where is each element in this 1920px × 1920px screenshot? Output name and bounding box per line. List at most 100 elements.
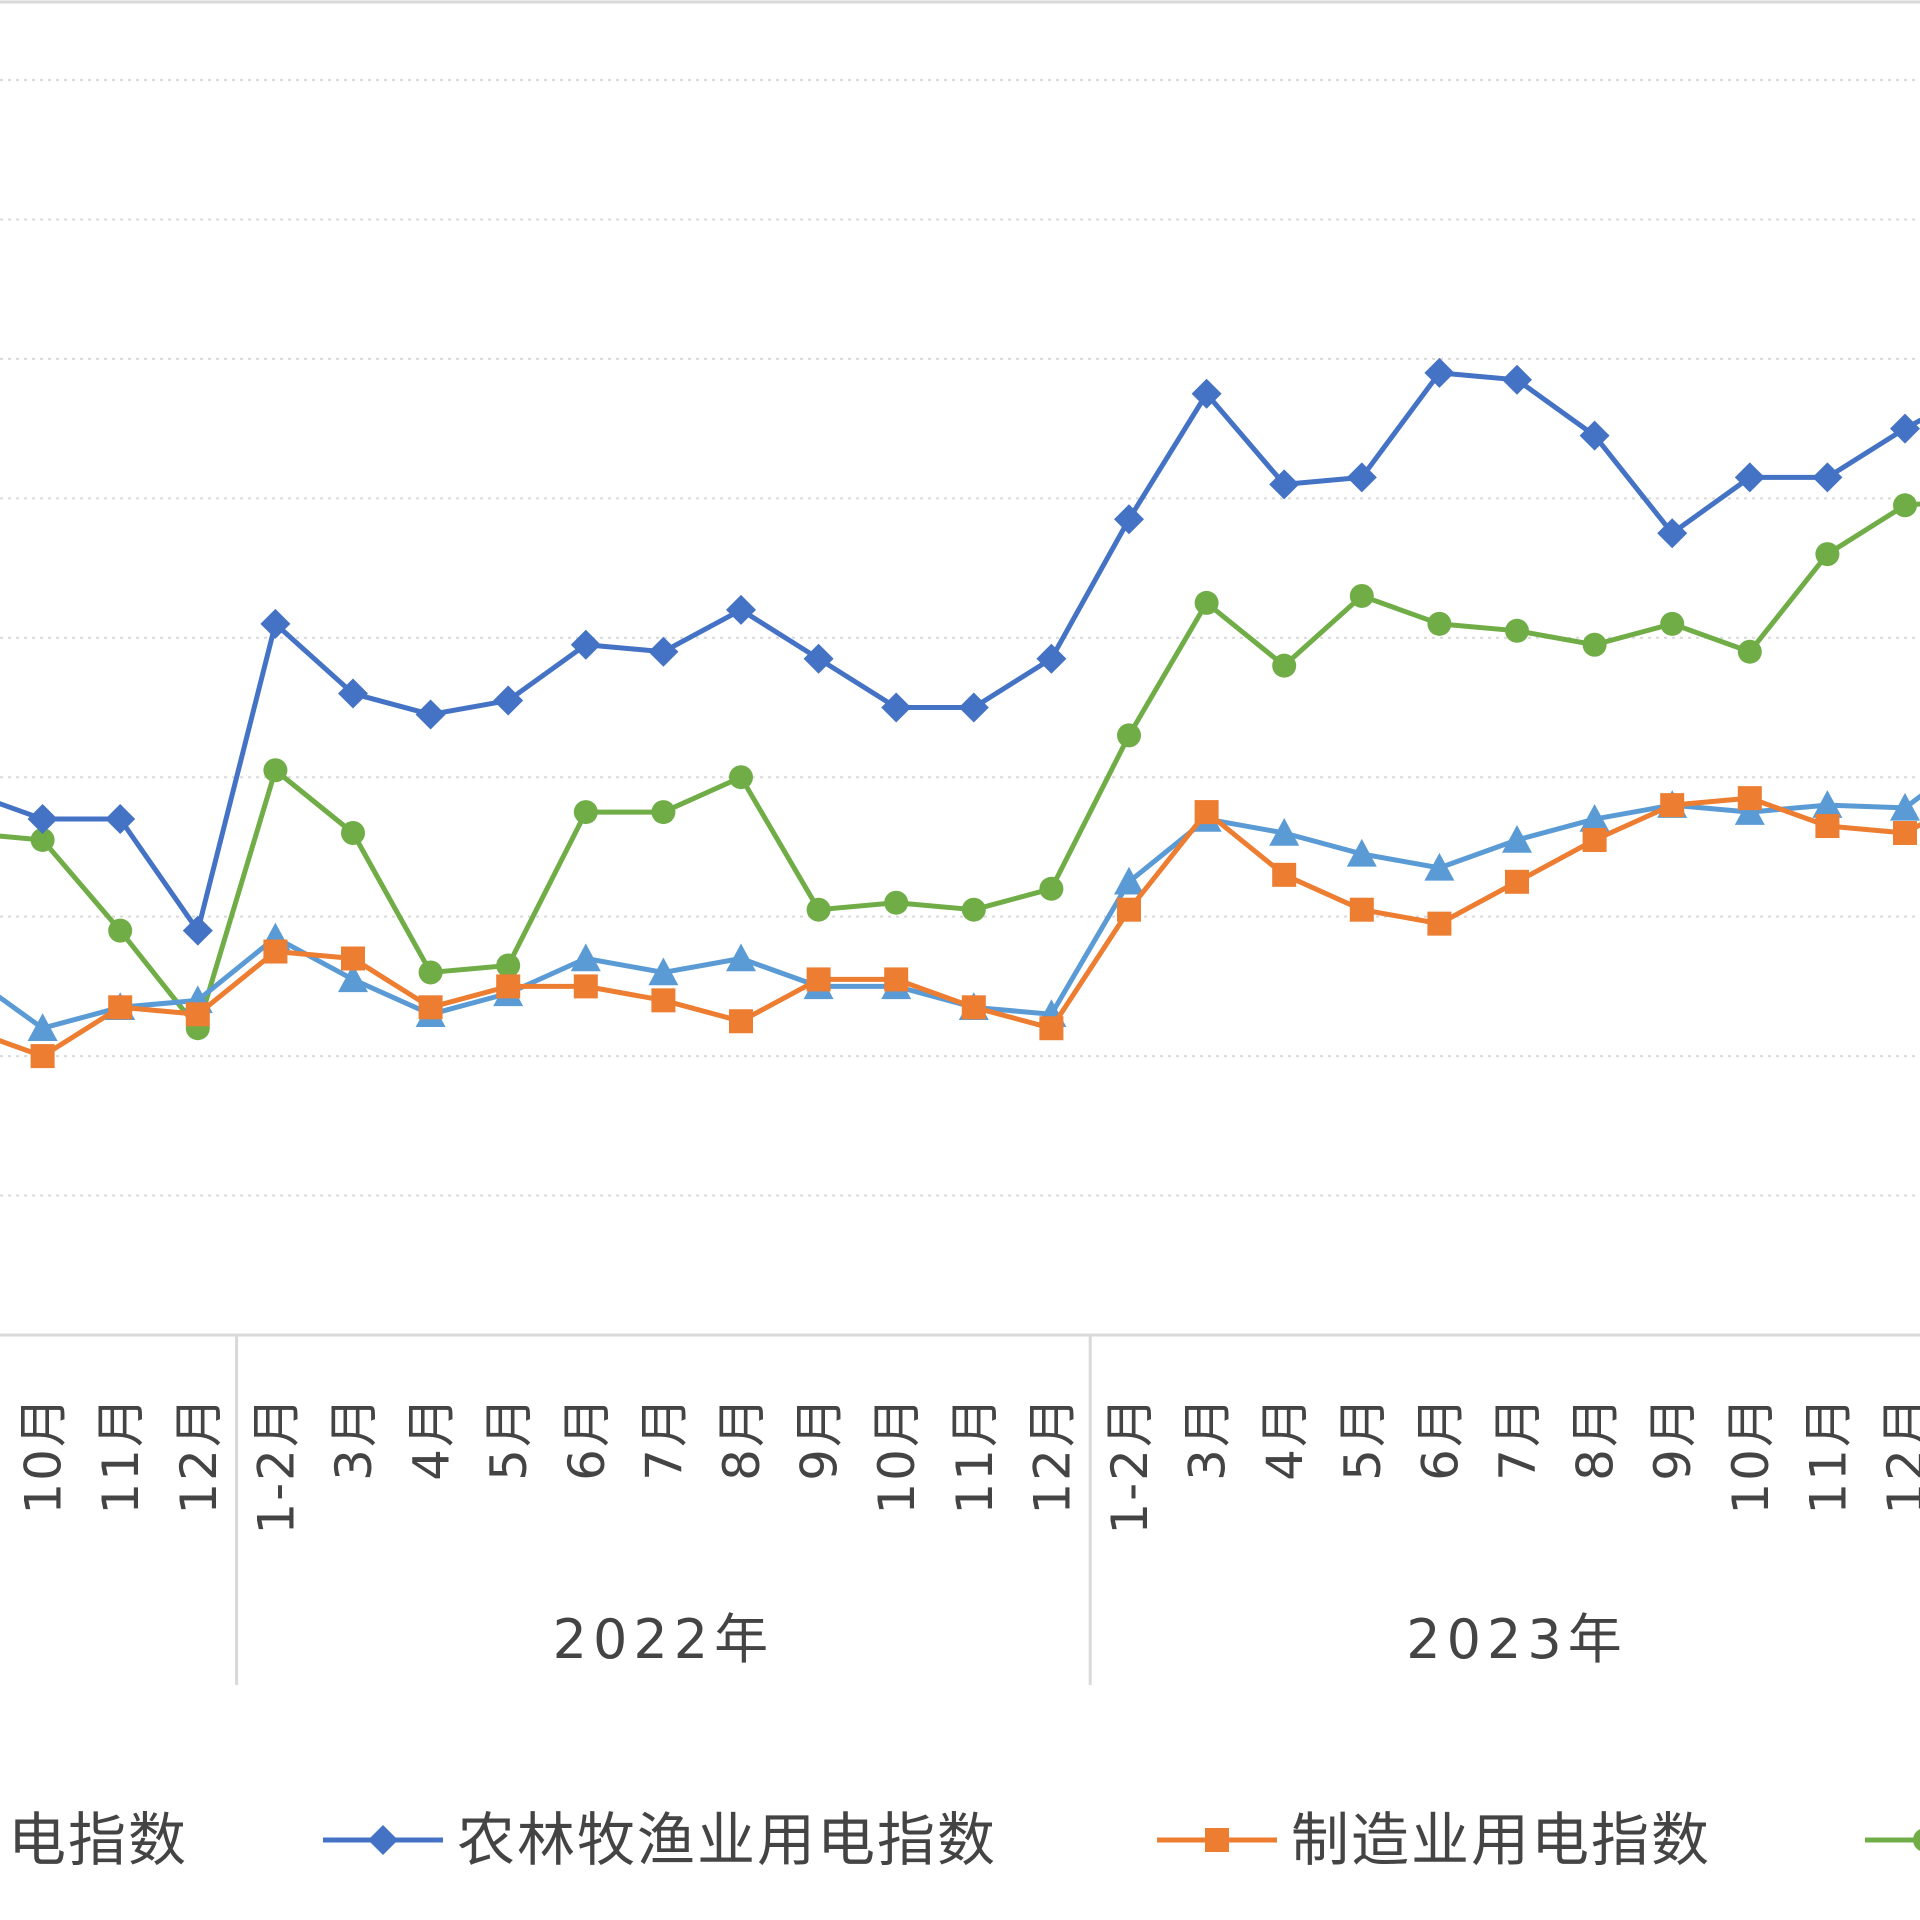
- data-point: [1812, 790, 1843, 818]
- data-point: [961, 995, 986, 1020]
- data-point: [1114, 866, 1144, 895]
- data-point: [1582, 827, 1607, 852]
- data-point: [263, 758, 288, 783]
- data-point: [648, 636, 679, 667]
- data-point: [1579, 804, 1610, 832]
- x-tick-label: 11月: [1799, 1395, 1857, 1515]
- data-point: [341, 946, 365, 971]
- data-point: [1346, 462, 1377, 493]
- legend-marker: [368, 1825, 398, 1855]
- data-point: [1890, 413, 1920, 444]
- x-tick-label: 1-2月: [247, 1395, 305, 1535]
- data-point: [1194, 590, 1219, 615]
- data-point: [415, 699, 446, 730]
- data-point: [1194, 800, 1219, 825]
- data-point: [30, 1044, 55, 1069]
- data-point: [1272, 862, 1297, 887]
- data-point: [1272, 653, 1297, 678]
- data-point: [1039, 876, 1064, 901]
- x-tick-label: 12月: [1023, 1395, 1081, 1515]
- data-point: [806, 967, 831, 992]
- legend-item: [1865, 1829, 1920, 1851]
- legend-label-partial: 电指数: [8, 1806, 188, 1874]
- data-point: [1191, 378, 1222, 409]
- data-point: [961, 897, 986, 922]
- x-tick-label: 6月: [1411, 1395, 1469, 1481]
- data-point: [570, 629, 601, 660]
- data-point: [958, 692, 989, 723]
- data-point: [1349, 897, 1374, 922]
- data-point: [182, 915, 213, 946]
- x-tick-label: 7月: [1489, 1395, 1547, 1481]
- data-point: [496, 974, 521, 999]
- x-tick-label: 7月: [635, 1395, 693, 1481]
- data-point: [1424, 852, 1455, 881]
- data-point: [185, 1002, 210, 1027]
- x-tick-label: 4月: [1256, 1395, 1314, 1481]
- data-point: [1815, 814, 1840, 839]
- data-point: [105, 804, 136, 835]
- grid: [0, 0, 1920, 1197]
- data-point: [1657, 518, 1688, 549]
- data-point: [493, 685, 524, 716]
- year-labels: 2022年 2023年: [553, 1608, 1622, 1671]
- series-农林牧渔业用电指数: [0, 357, 1920, 946]
- legend-label: 制造业用电指数: [1291, 1806, 1711, 1874]
- x-tick-label: 8月: [1567, 1395, 1625, 1481]
- data-point: [1039, 1016, 1064, 1041]
- x-tick-label: 1-2月: [1101, 1395, 1159, 1535]
- data-point: [1502, 824, 1532, 853]
- data-point: [263, 939, 288, 964]
- legend-label: 农林牧渔业用电指数: [457, 1806, 997, 1874]
- series-layer: [0, 357, 1920, 1069]
- legend-item: 农林牧渔业用电指数: [323, 1806, 997, 1874]
- data-point: [1427, 611, 1452, 636]
- x-tick-label: 5月: [480, 1395, 538, 1481]
- data-point: [573, 800, 598, 825]
- x-tick-label: 11月: [92, 1395, 150, 1515]
- series-line: [0, 793, 1920, 1031]
- data-point: [648, 957, 679, 986]
- series-circle: [0, 493, 1920, 1041]
- data-point: [651, 988, 676, 1013]
- data-point: [1114, 504, 1144, 535]
- data-point: [1737, 639, 1762, 664]
- data-point: [1893, 821, 1917, 845]
- data-point: [726, 943, 756, 972]
- legend-item: 制造业用电指数: [1157, 1806, 1711, 1874]
- x-tick-label: 8月: [713, 1395, 771, 1481]
- data-point: [1346, 838, 1377, 867]
- data-point: [30, 827, 55, 852]
- data-point: [496, 953, 521, 978]
- data-point: [1502, 364, 1532, 395]
- data-point: [570, 943, 601, 972]
- data-point: [27, 804, 58, 835]
- x-axis: [0, 1333, 1920, 1685]
- data-point: [726, 594, 756, 625]
- x-tick-label: 9月: [791, 1395, 849, 1481]
- x-tick-label: 9月: [1644, 1395, 1702, 1481]
- data-point: [418, 960, 443, 985]
- data-point: [1036, 643, 1067, 674]
- data-point: [1505, 618, 1529, 643]
- x-tick-label: 10月: [15, 1395, 73, 1515]
- series-line: [0, 795, 1920, 1059]
- legend-marker: [1913, 1829, 1920, 1851]
- data-point: [1269, 469, 1300, 500]
- data-point: [884, 890, 909, 915]
- data-point: [1812, 462, 1843, 493]
- x-tick-label: 11月: [946, 1395, 1004, 1515]
- year-label: 2022年: [553, 1608, 774, 1671]
- x-tick-label: 5月: [1334, 1395, 1392, 1481]
- x-tick-label: 12月: [1877, 1395, 1920, 1515]
- x-tick-label: 3月: [325, 1395, 383, 1481]
- data-point: [338, 964, 368, 993]
- data-point: [1117, 723, 1141, 748]
- data-point: [1579, 420, 1610, 451]
- data-point: [1505, 869, 1529, 894]
- data-point: [418, 995, 443, 1020]
- data-point: [803, 643, 834, 674]
- x-tick-label: 4月: [403, 1395, 461, 1481]
- data-point: [108, 995, 133, 1020]
- x-tick-label: 10月: [868, 1395, 926, 1515]
